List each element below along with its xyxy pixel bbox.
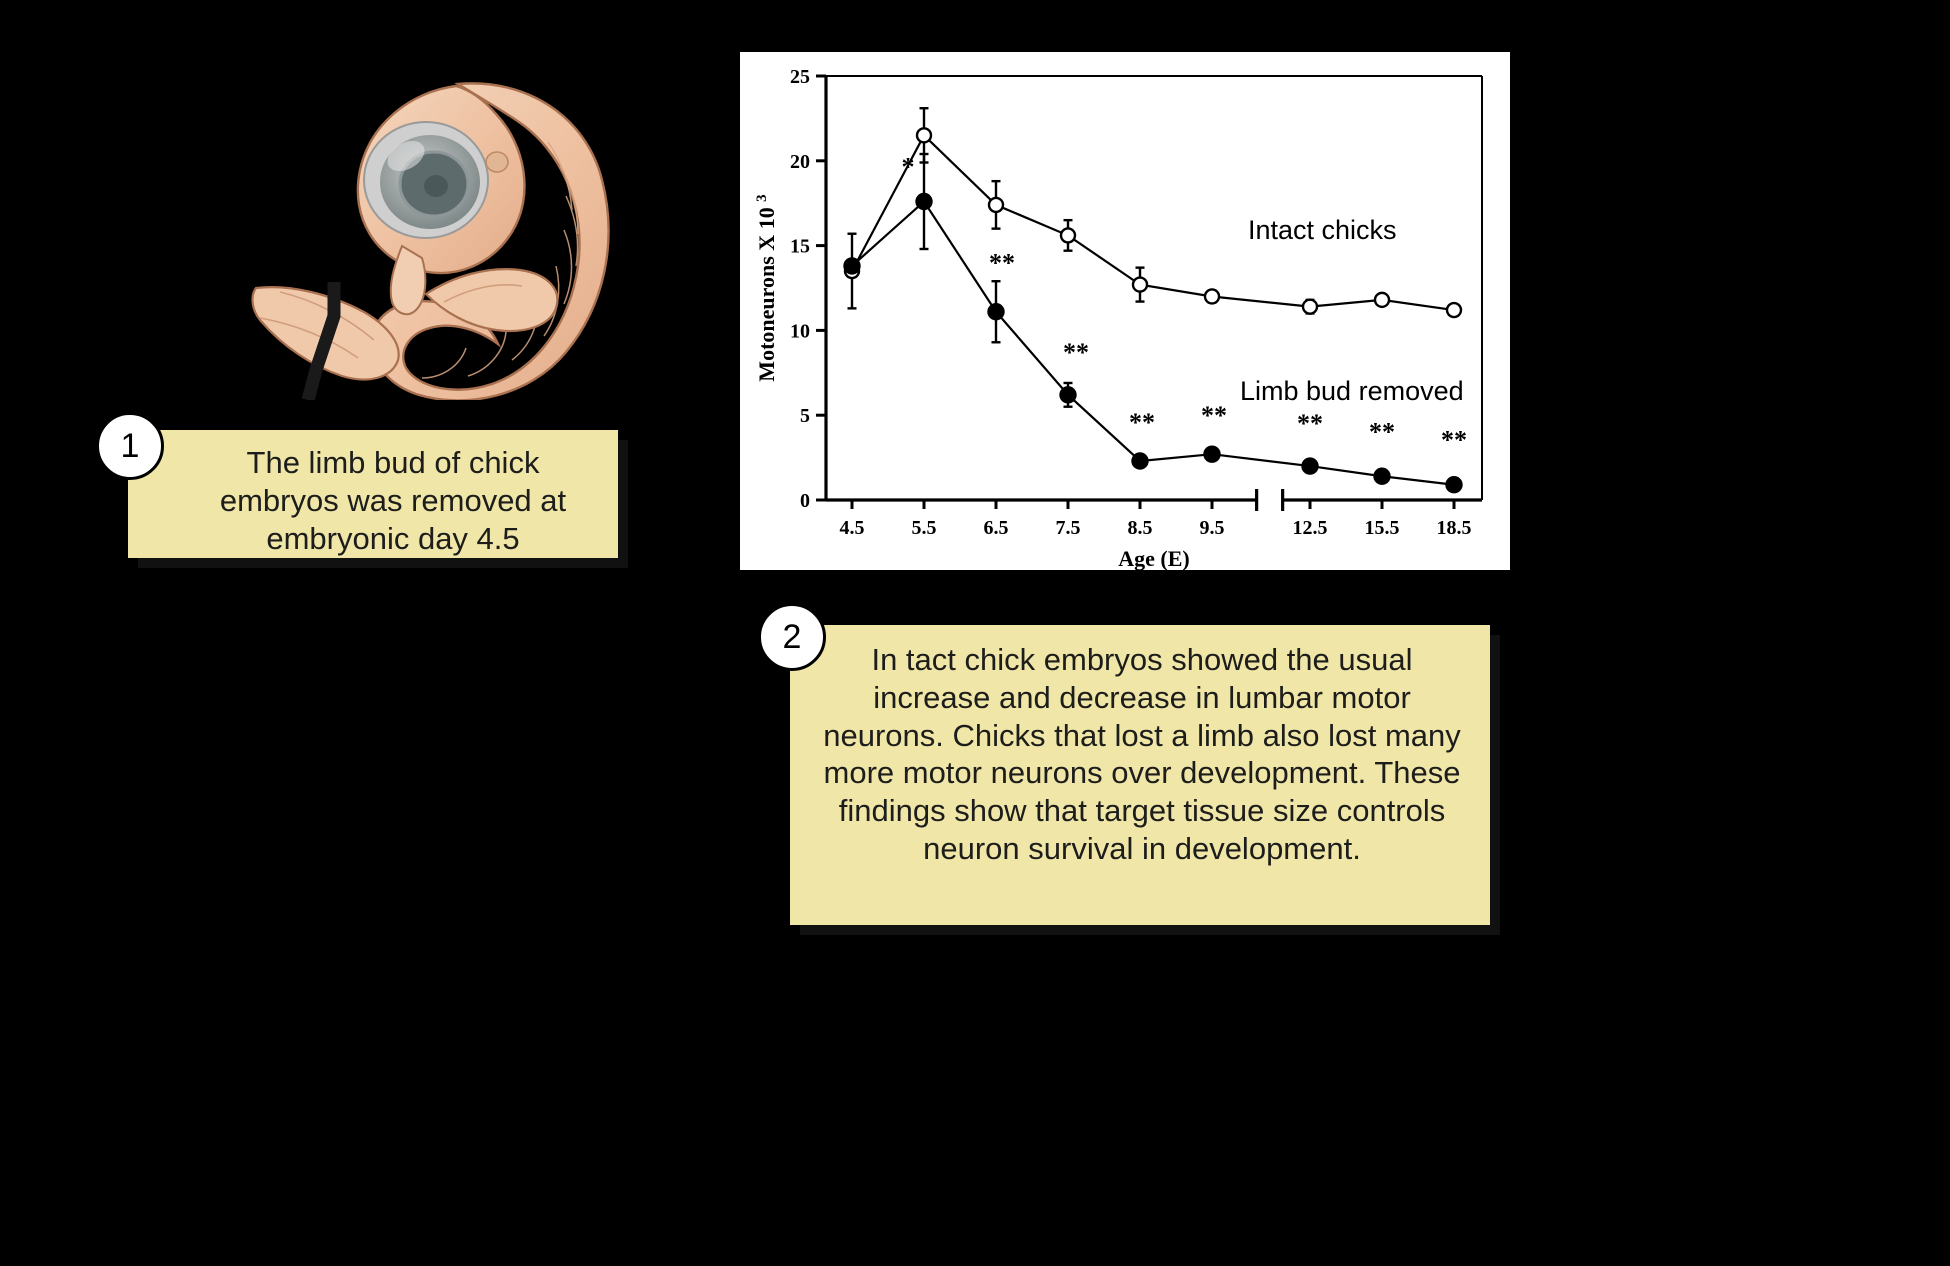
data-point-limb-removed [843, 257, 861, 275]
data-point-intact [1059, 227, 1077, 244]
data-point-limb-removed [915, 192, 933, 211]
embryo-forelimb-bud [424, 268, 559, 333]
chart-svg: 0 5 10 15 20 25 4.5 5.5 6.5 7.5 8.5 9.5 12.5 15.5 18.5… [754, 66, 1483, 570]
data-point-limb-removed [1059, 386, 1077, 404]
series-label-intact-chicks: Intact chicks [1248, 215, 1397, 245]
significance-marker: ** [1063, 338, 1089, 367]
x-tick-label: 8.5 [1128, 517, 1153, 539]
data-point-limb-removed [1373, 467, 1391, 485]
significance-marker: ** [1297, 409, 1323, 438]
significance-marker: ** [1129, 408, 1155, 437]
y-axis-title: Motoneurons X 10 3 [754, 194, 779, 381]
callout-2-text: In tact chick embryos showed the usual i… [790, 625, 1490, 925]
y-tick-label: 20 [790, 151, 810, 173]
significance-marker: ** [1201, 401, 1227, 430]
y-tick-label: 0 [800, 490, 810, 512]
x-tick-label: 12.5 [1293, 517, 1328, 539]
y-tick-label: 25 [790, 66, 810, 88]
data-point-limb-removed [1131, 452, 1149, 470]
x-axis-title: Age (E) [1118, 546, 1189, 570]
chick-embryo-illustration [230, 70, 650, 400]
data-point-intact [1373, 291, 1391, 309]
x-tick-label: 18.5 [1437, 517, 1472, 539]
embryo-eye [363, 121, 489, 239]
x-tick-label: 7.5 [1056, 517, 1081, 539]
data-point-intact [1301, 298, 1319, 315]
series-label-limb-bud-removed: Limb bud removed [1240, 376, 1464, 406]
significance-marker: ** [1369, 417, 1395, 446]
embryo-nostril [485, 151, 509, 173]
x-tick-label: 15.5 [1365, 517, 1400, 539]
y-tick-label: 5 [800, 405, 810, 427]
y-tick-label: 10 [790, 320, 810, 342]
data-point-intact [915, 127, 933, 144]
data-point-limb-removed [1203, 445, 1221, 463]
significance-marker: * [902, 153, 915, 182]
callout-1-text: The limb bud of chick embryos was remove… [128, 430, 618, 558]
x-tick-label: 4.5 [840, 517, 865, 539]
x-tick-label: 5.5 [912, 517, 937, 539]
data-point-intact [987, 196, 1005, 214]
callout-step-2: 2 In tact chick embryos showed the usual… [758, 603, 1500, 935]
significance-marker: ** [1441, 426, 1467, 455]
data-point-intact [1131, 276, 1149, 293]
callout-2-badge: 2 [758, 603, 826, 671]
y-tick-label: 15 [790, 236, 810, 258]
motoneuron-survival-chart: 0 5 10 15 20 25 4.5 5.5 6.5 7.5 8.5 9.5 12.5 15.5 18.5… [740, 52, 1510, 570]
callout-1-badge: 1 [96, 412, 164, 480]
data-point-limb-removed [1301, 457, 1319, 475]
data-point-intact [1203, 288, 1221, 305]
data-point-limb-removed [1445, 476, 1463, 494]
x-tick-label: 9.5 [1200, 517, 1225, 539]
data-point-limb-removed [987, 303, 1005, 321]
callout-step-1: 1 The limb bud of chick embryos was remo… [96, 412, 628, 568]
data-point-intact [1445, 301, 1463, 319]
significance-marker: ** [989, 249, 1015, 278]
limb-removal-marker [301, 282, 341, 400]
x-tick-label: 6.5 [984, 517, 1009, 539]
